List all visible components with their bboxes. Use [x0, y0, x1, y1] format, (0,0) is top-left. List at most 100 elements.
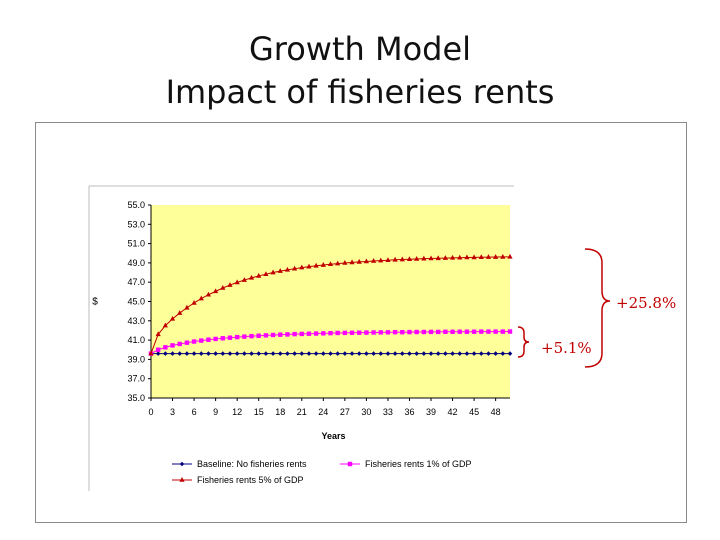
data-point [378, 330, 383, 335]
data-point [478, 351, 484, 356]
data-point [421, 329, 427, 335]
legend-marker [347, 461, 353, 467]
data-point [414, 255, 420, 261]
data-point [206, 351, 211, 356]
data-point [443, 329, 448, 335]
legend-marker [179, 477, 185, 482]
data-point [148, 350, 154, 356]
data-point [457, 254, 463, 260]
y-tick-label: 47.0 [127, 277, 145, 287]
x-tick-label: 21 [297, 407, 307, 417]
x-tick-label: 9 [213, 407, 218, 417]
data-point [320, 262, 326, 267]
y-tick-label: 51.0 [127, 239, 145, 249]
data-point [335, 260, 341, 266]
data-point [414, 329, 419, 335]
data-point [313, 262, 319, 268]
data-point [342, 351, 348, 356]
data-point [370, 257, 377, 263]
y-axis-title: $ [92, 297, 98, 308]
data-point [321, 331, 326, 336]
data-point [242, 351, 247, 356]
data-point [241, 277, 247, 282]
data-point [421, 255, 427, 261]
data-point [400, 351, 405, 356]
x-tick-label: 18 [275, 407, 285, 417]
growth-line-chart: 35.0 37.0 39.0 41.0 43.0 45.0 47.0 49.0 51.0 53.0… [88, 185, 611, 491]
data-point [357, 330, 362, 335]
data-point [485, 254, 492, 259]
data-point [256, 333, 261, 338]
legend-layer: Baseline: No fisheries rents Fisheries re… [172, 459, 472, 485]
data-point [270, 269, 276, 275]
data-point [407, 351, 412, 356]
data-point [385, 351, 391, 356]
data-point [328, 330, 333, 336]
data-point [371, 351, 376, 356]
data-point [177, 341, 182, 347]
data-point [464, 329, 470, 334]
data-point [256, 272, 262, 278]
legend-item: Fisheries rents 5% of GDP [172, 475, 304, 485]
data-point [248, 274, 255, 280]
data-point [507, 253, 513, 259]
legend-label: Baseline: No fisheries rents [197, 459, 307, 469]
data-point [493, 329, 498, 334]
data-point [263, 271, 269, 276]
x-tick-label: 33 [383, 407, 393, 417]
data-point [349, 351, 355, 356]
data-point [306, 263, 312, 269]
data-point [213, 351, 218, 356]
data-point [471, 351, 477, 356]
data-point [299, 351, 305, 356]
data-point [449, 254, 456, 260]
bracket-layer [517, 248, 611, 368]
data-point [479, 329, 484, 334]
data-point [328, 351, 333, 356]
data-point [406, 256, 413, 262]
data-point [486, 351, 491, 356]
y-tick-label: 43.0 [127, 316, 145, 326]
data-point [385, 257, 391, 262]
legend-label: Fisheries rents 5% of GDP [197, 475, 304, 485]
data-point [177, 351, 183, 356]
data-point [205, 291, 212, 297]
data-point [234, 351, 240, 356]
data-point [421, 351, 427, 356]
data-point [227, 282, 233, 287]
data-point [442, 255, 448, 260]
data-point [292, 351, 297, 356]
data-point [234, 279, 240, 285]
data-point [277, 351, 283, 356]
data-point [313, 331, 319, 336]
data-point [500, 253, 506, 259]
data-point [163, 351, 168, 356]
data-point [407, 329, 412, 335]
x-tick-label: 48 [491, 407, 501, 417]
data-point [285, 351, 290, 356]
rent-5pct-bracket [584, 248, 611, 368]
data-point [478, 254, 484, 260]
data-point [284, 266, 291, 272]
series-triangle [148, 253, 513, 356]
x-tick-label: 42 [448, 407, 458, 417]
data-point [213, 336, 218, 342]
x-tick-label: 6 [192, 407, 197, 417]
data-point [184, 340, 190, 345]
x-tick-label: 36 [404, 407, 414, 417]
data-point [163, 345, 168, 350]
data-point [313, 351, 319, 356]
data-point [342, 330, 348, 336]
data-point [428, 329, 434, 335]
data-point [471, 329, 477, 334]
data-point [392, 351, 398, 356]
x-tick-label: 3 [170, 407, 175, 417]
data-point [443, 351, 448, 356]
x-tick-label: 27 [340, 407, 350, 417]
data-point [270, 351, 276, 356]
data-point [256, 351, 261, 356]
legend-marker [179, 461, 185, 467]
data-point [278, 332, 283, 337]
data-point [327, 261, 334, 267]
data-point [242, 334, 247, 339]
